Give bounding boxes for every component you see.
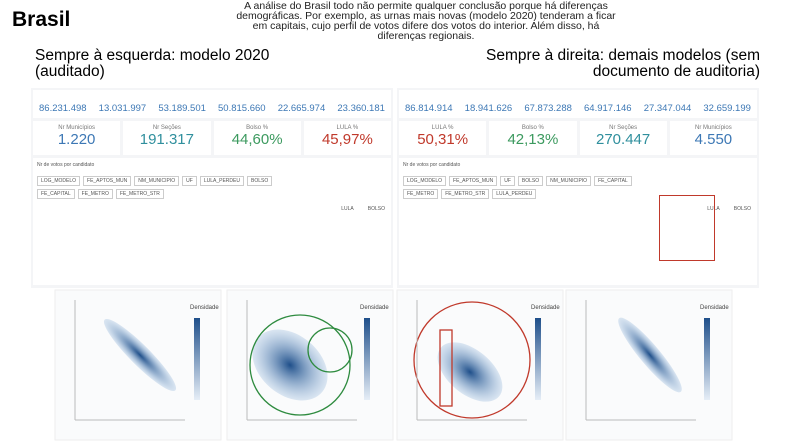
kpi-value: 4.550 — [694, 131, 733, 148]
stat-value: 22.665.974 — [277, 103, 326, 114]
filter-chip: FE_CAPITAL — [594, 176, 632, 186]
stat-value: 86.814.914 — [405, 103, 453, 114]
filter-list: LOG_MODELO FE_APTOS_MUN UF BOLSO NM_MUNICIPI… — [403, 176, 663, 199]
kpi-label: Nr Seções — [609, 125, 638, 131]
note: A análise do Brasil todo não permite qua… — [236, 0, 616, 42]
filter-chip: UF — [500, 176, 515, 186]
column-header: BOLSO — [367, 206, 385, 212]
kpi-card: Bolso % 44,60% — [213, 121, 301, 155]
stat-value: 18.941.626 — [464, 103, 513, 114]
table-title: Nr de votos por candidato — [403, 162, 461, 168]
stat-value: 32.659.199 — [703, 103, 751, 114]
kpi-value: 1.220 — [57, 131, 96, 148]
column-header: LULA — [341, 206, 354, 212]
kpi-label: Nr Municípios — [695, 125, 732, 131]
stat-value: 64.917.146 — [584, 103, 632, 114]
density-scales — [194, 318, 710, 400]
kpi-row: LULA % 50,31% Bolso % 42,13% Nr Seções 270.44… — [399, 121, 757, 155]
kpi-card: Bolso % 42,13% — [489, 121, 577, 155]
kpi-card: Nr Seções 191.317 — [123, 121, 211, 155]
kpi-card: Nr Seções 270.447 — [579, 121, 667, 155]
stat-value: 23.360.181 — [337, 103, 385, 114]
filter-chip: FE_CAPITAL — [37, 189, 75, 199]
plot-axes — [74, 300, 696, 421]
table-header: LULA BOLSO — [341, 206, 385, 212]
stat-value: 67.873.288 — [524, 103, 572, 114]
kpi-value: 191.317 — [139, 131, 194, 148]
highlight-box — [659, 195, 715, 261]
kpi-card: Nr Municípios 1.220 — [33, 121, 121, 155]
filter-chip: BOLSO — [517, 176, 544, 186]
kpi-row: Nr Municípios 1.220 Nr Seções 191.317 Bolso … — [33, 121, 391, 155]
filter-chip: FE_METRO — [77, 189, 113, 199]
kpi-value: 50,31% — [417, 131, 469, 148]
filter-chip: FE_METRO — [403, 189, 439, 199]
annotations — [249, 301, 531, 419]
kpi-label: LULA % — [431, 125, 454, 131]
filter-chip: LULA_PERDEU — [492, 189, 537, 199]
column-header: BOLSO — [733, 206, 751, 212]
kpi-label: Bolso % — [246, 125, 269, 131]
filter-chip: BOLSO — [246, 176, 273, 186]
filter-chip: LOG_MODELO — [403, 176, 447, 186]
panel-heading: Sempre à direita: demais modelos (sem do… — [486, 47, 760, 80]
kpi-value: 45,97% — [321, 131, 373, 148]
stat-value: 13.031.997 — [98, 103, 147, 114]
filter-chip: NM_MUNICIPIO — [134, 176, 180, 186]
page-title: Brasil — [12, 8, 71, 31]
filter-chip: LOG_MODELO — [37, 176, 81, 186]
stat-value: 27.347.044 — [643, 103, 692, 114]
stats-row: 86.814.914 18.941.626 67.873.288 64.917.146… — [399, 90, 757, 118]
table-title: Nr de votos por candidato — [37, 162, 95, 168]
kpi-card: Nr Municípios 4.550 — [669, 121, 757, 155]
filter-chip: UF — [182, 176, 197, 186]
kpi-card: LULA % 45,97% — [303, 121, 391, 155]
legend-title: Densidade — [531, 305, 560, 311]
dashboard: 86.231.498 13.031.997 53.189.501 50.815.660… — [31, 88, 393, 288]
legend-title: Densidade — [360, 305, 389, 311]
panel-heading: Sempre à esquerda: modelo 2020 (auditado… — [35, 47, 270, 80]
table: Nr de votos por candidato LOG_MODELO FE_AP… — [33, 158, 391, 285]
kpi-label: Nr Seções — [152, 125, 181, 131]
kpi-value: 42,13% — [507, 131, 559, 148]
stat-value: 53.189.501 — [158, 103, 206, 114]
kpi-label: Bolso % — [521, 125, 544, 131]
kpi-label: Nr Municípios — [58, 125, 95, 131]
filter-list: LOG_MODELO FE_APTOS_MUN NM_MUNICIPIO UF LULA… — [37, 176, 297, 199]
kpi-value: 44,60% — [231, 131, 283, 148]
filter-chip: FE_METRO_STR — [115, 189, 164, 199]
column-header: LULA — [707, 206, 720, 212]
filter-chip: NM_MUNICIPIO — [546, 176, 592, 186]
kpi-label: LULA % — [336, 125, 359, 131]
filter-chip: FE_METRO_STR — [441, 189, 490, 199]
table: Nr de votos por candidato LOG_MODELO FE_AP… — [399, 158, 757, 285]
kpi-card: LULA % 50,31% — [399, 121, 487, 155]
stat-value: 86.231.498 — [39, 103, 87, 114]
kpi-value: 270.447 — [596, 131, 651, 148]
table-header: LULA BOLSO — [707, 206, 751, 212]
stats-row: 86.231.498 13.031.997 53.189.501 50.815.660… — [33, 90, 391, 118]
legend-title: Densidade — [700, 305, 729, 311]
filter-chip: FE_APTOS_MUN — [449, 176, 498, 186]
stat-value: 50.815.660 — [218, 103, 266, 114]
dashboard: 86.814.914 18.941.626 67.873.288 64.917.146… — [397, 88, 759, 288]
filter-chip: FE_APTOS_MUN — [83, 176, 132, 186]
legend-title: Densidade — [190, 305, 219, 311]
filter-chip: LULA_PERDEU — [199, 176, 244, 186]
